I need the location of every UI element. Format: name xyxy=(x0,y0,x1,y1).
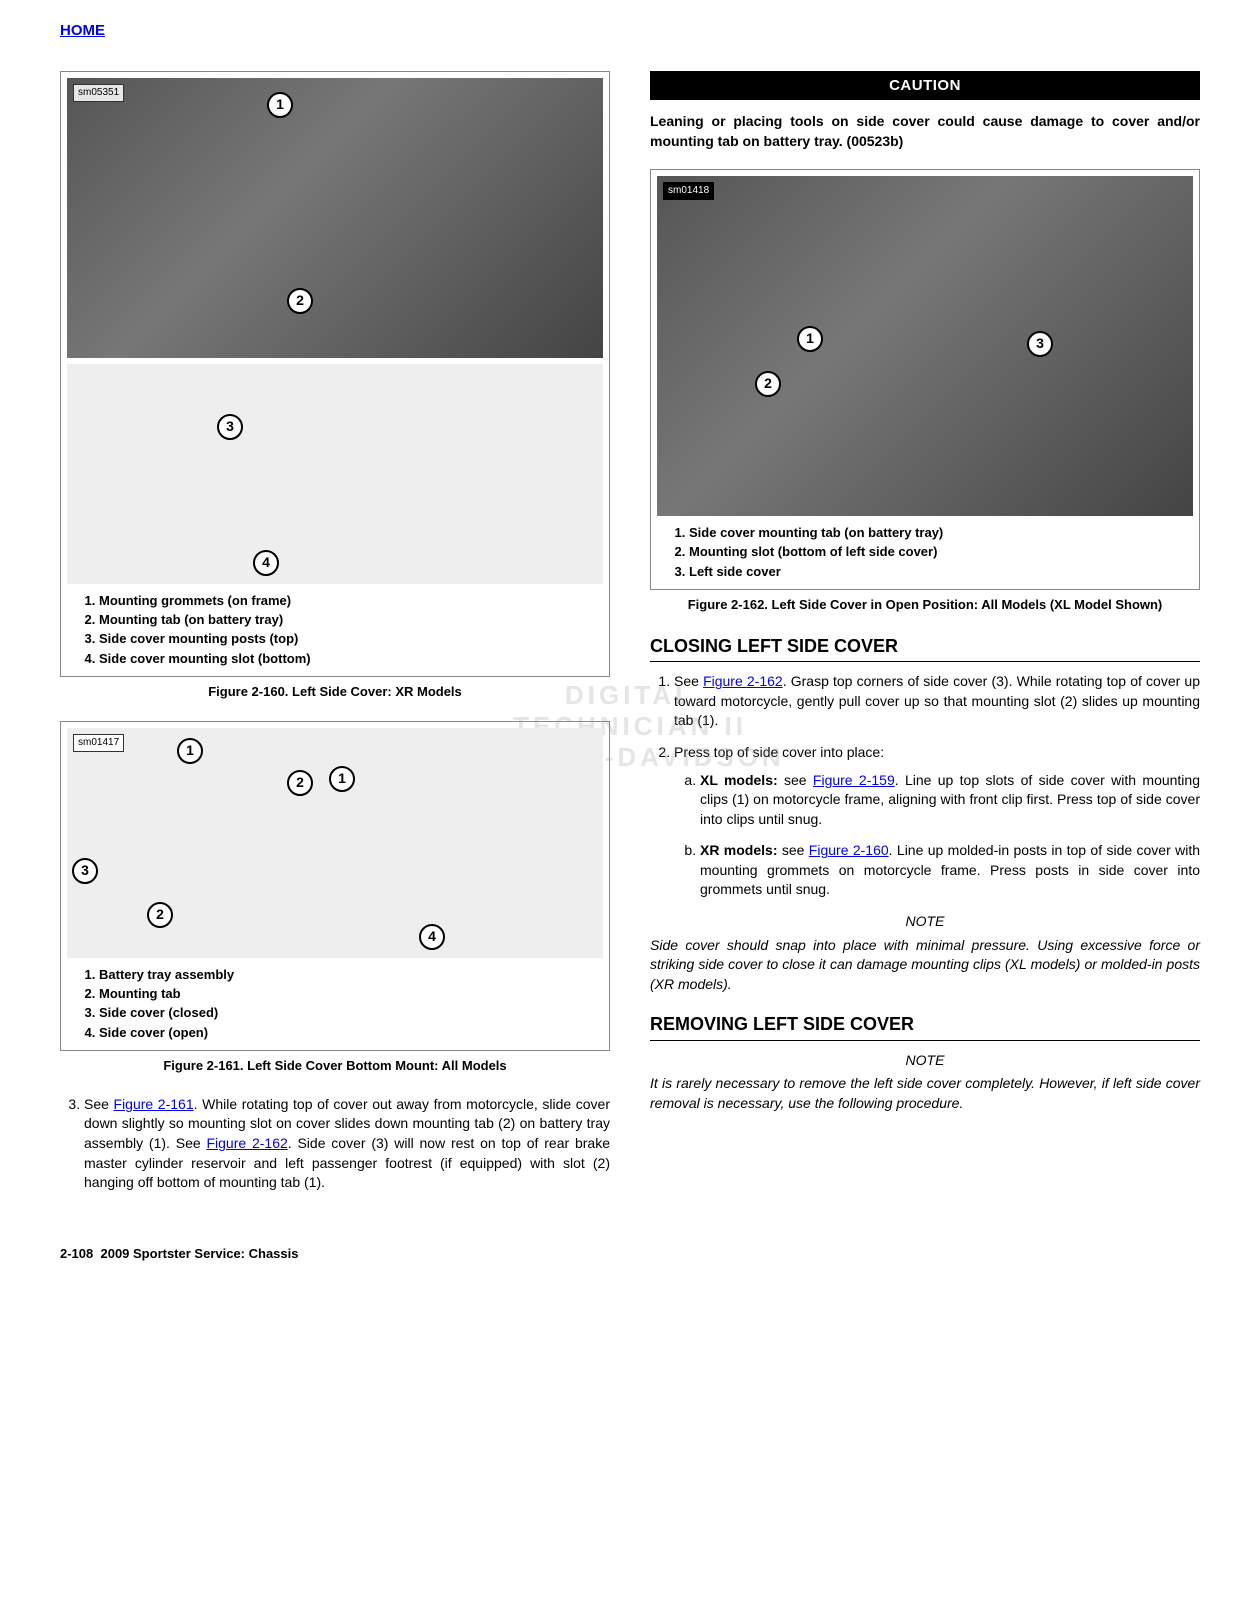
model-label: XR models: xyxy=(700,842,778,858)
figure-2-162-caption: Figure 2-162. Left Side Cover in Open Po… xyxy=(650,596,1200,614)
callout-marker: 1 xyxy=(177,738,203,764)
right-column: CAUTION Leaning or placing tools on side… xyxy=(650,71,1200,1205)
closing-steps: See Figure 2-162. Grasp top corners of s… xyxy=(650,672,1200,900)
caution-heading: CAUTION xyxy=(650,71,1200,100)
closing-step-2a: XL models: see Figure 2-159. Line up top… xyxy=(700,771,1200,830)
figure-2-160-caption: Figure 2-160. Left Side Cover: XR Models xyxy=(60,683,610,701)
page-footer: 2-108 2009 Sportster Service: Chassis xyxy=(60,1245,1200,1263)
step-3: See Figure 2-161. While rotating top of … xyxy=(84,1095,610,1193)
figure-link[interactable]: Figure 2-162 xyxy=(206,1135,287,1151)
legend-item: Mounting slot (bottom of left side cover… xyxy=(689,543,1189,561)
closing-substeps: XL models: see Figure 2-159. Line up top… xyxy=(674,771,1200,901)
figure-2-162-legend: Side cover mounting tab (on battery tray… xyxy=(671,524,1189,581)
note-body: Side cover should snap into place with m… xyxy=(650,936,1200,995)
figure-2-161-box: sm01417 1 2 1 3 2 4 Battery tray assembl… xyxy=(60,721,610,1051)
callout-marker: 2 xyxy=(287,288,313,314)
callout-marker: 1 xyxy=(797,326,823,352)
step-text: See xyxy=(674,673,703,689)
figure-2-161-legend: Battery tray assembly Mounting tab Side … xyxy=(81,966,599,1042)
step-text: Press top of side cover into place: xyxy=(674,744,884,760)
left-steps: See Figure 2-161. While rotating top of … xyxy=(60,1095,610,1193)
closing-title: CLOSING LEFT SIDE COVER xyxy=(650,634,1200,662)
figure-2-160-image-upper: sm05351 1 2 xyxy=(67,78,603,358)
removing-title: REMOVING LEFT SIDE COVER xyxy=(650,1012,1200,1040)
note-body: It is rarely necessary to remove the lef… xyxy=(650,1074,1200,1113)
figure-2-160-legend: Mounting grommets (on frame) Mounting ta… xyxy=(81,592,599,668)
image-id-label: sm01417 xyxy=(73,734,124,752)
step-text: See xyxy=(84,1096,114,1112)
legend-item: Side cover (open) xyxy=(99,1024,599,1042)
legend-item: Side cover mounting slot (bottom) xyxy=(99,650,599,668)
closing-step-2: Press top of side cover into place: XL m… xyxy=(674,743,1200,900)
legend-item: Side cover mounting tab (on battery tray… xyxy=(689,524,1189,542)
callout-marker: 2 xyxy=(755,371,781,397)
footer-title: 2009 Sportster Service: Chassis xyxy=(100,1246,298,1261)
legend-item: Mounting tab xyxy=(99,985,599,1003)
figure-2-160-box: sm05351 1 2 3 4 Mounting grommets (on fr… xyxy=(60,71,610,677)
note-label: NOTE xyxy=(650,1051,1200,1071)
figure-link[interactable]: Figure 2-160 xyxy=(809,842,889,858)
closing-step-1: See Figure 2-162. Grasp top corners of s… xyxy=(674,672,1200,731)
callout-marker: 3 xyxy=(217,414,243,440)
callout-marker: 3 xyxy=(72,858,98,884)
page-number: 2-108 xyxy=(60,1246,93,1261)
note-label: NOTE xyxy=(650,912,1200,932)
figure-2-162-image: sm01418 1 2 3 xyxy=(657,176,1193,516)
figure-2-161-image: sm01417 1 2 1 3 2 4 xyxy=(67,728,603,958)
figure-link[interactable]: Figure 2-162 xyxy=(703,673,783,689)
callout-marker: 1 xyxy=(329,766,355,792)
figure-2-161-caption: Figure 2-161. Left Side Cover Bottom Mou… xyxy=(60,1057,610,1075)
callout-marker: 2 xyxy=(287,770,313,796)
caution-body: Leaning or placing tools on side cover c… xyxy=(650,112,1200,151)
legend-item: Mounting tab (on battery tray) xyxy=(99,611,599,629)
step-text: see xyxy=(778,772,813,788)
home-link[interactable]: HOME xyxy=(60,22,105,39)
legend-item: Mounting grommets (on frame) xyxy=(99,592,599,610)
callout-marker: 1 xyxy=(267,92,293,118)
callout-marker: 4 xyxy=(253,550,279,576)
left-column: sm05351 1 2 3 4 Mounting grommets (on fr… xyxy=(60,71,610,1205)
figure-2-162-box: sm01418 1 2 3 Side cover mounting tab (o… xyxy=(650,169,1200,590)
step-text: see xyxy=(778,842,809,858)
callout-marker: 3 xyxy=(1027,331,1053,357)
figure-link[interactable]: Figure 2-159 xyxy=(813,772,895,788)
callout-marker: 2 xyxy=(147,902,173,928)
figure-link[interactable]: Figure 2-161 xyxy=(114,1096,194,1112)
legend-item: Battery tray assembly xyxy=(99,966,599,984)
legend-item: Left side cover xyxy=(689,563,1189,581)
image-id-label: sm01418 xyxy=(663,182,714,200)
legend-item: Side cover mounting posts (top) xyxy=(99,630,599,648)
model-label: XL models: xyxy=(700,772,778,788)
image-id-label: sm05351 xyxy=(73,84,124,102)
closing-step-2b: XR models: see Figure 2-160. Line up mol… xyxy=(700,841,1200,900)
callout-marker: 4 xyxy=(419,924,445,950)
legend-item: Side cover (closed) xyxy=(99,1004,599,1022)
figure-2-160-image-lower: 3 4 xyxy=(67,364,603,584)
